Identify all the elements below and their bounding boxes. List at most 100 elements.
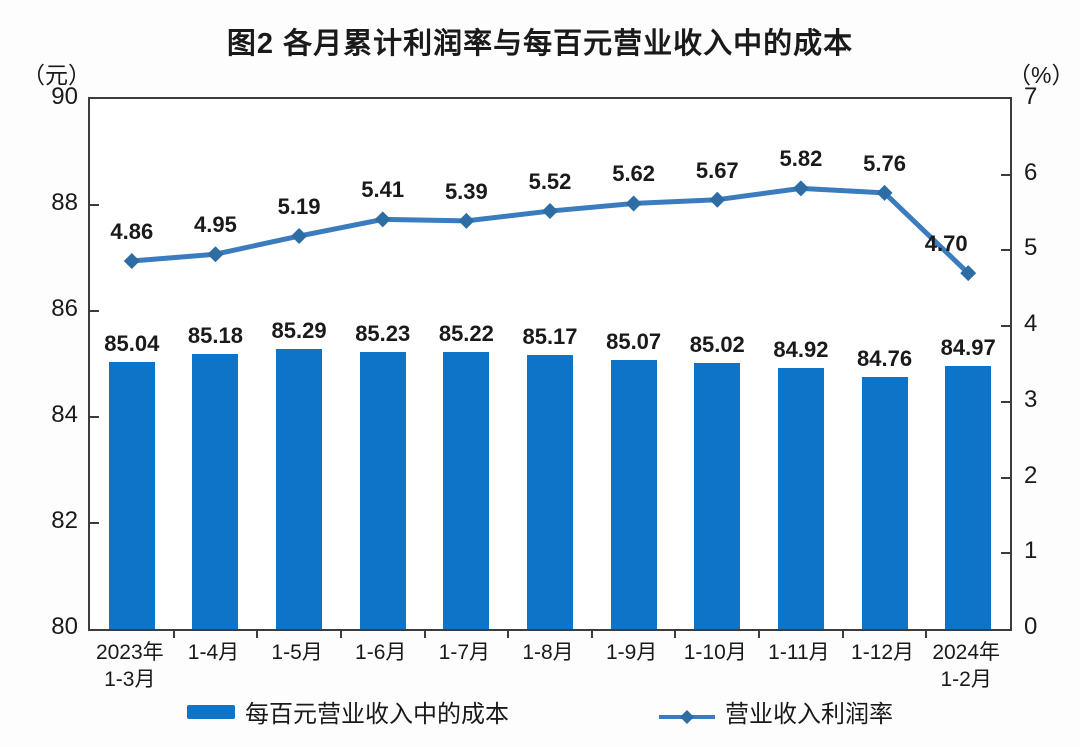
- right-axis-tickmark: [1001, 249, 1010, 252]
- line-value-label: 5.19: [277, 194, 321, 220]
- line-value-label: 5.67: [695, 157, 739, 183]
- x-axis-tickmark: [256, 629, 259, 638]
- bar-value-label: 84.97: [940, 334, 996, 360]
- line-marker-icon: [876, 184, 893, 201]
- bar: [276, 348, 323, 629]
- right-axis-tick-label: 5: [1024, 234, 1038, 262]
- bar: [945, 365, 992, 629]
- x-axis-category-label: 1-12月: [851, 641, 915, 664]
- x-axis-tickmark: [758, 629, 761, 638]
- right-axis-tick-label: 6: [1024, 158, 1038, 186]
- line-marker-icon: [625, 195, 642, 212]
- bar: [610, 360, 657, 629]
- bar-value-label: 84.76: [857, 345, 913, 371]
- bar: [527, 355, 573, 629]
- line-value-label: 5.39: [444, 178, 488, 204]
- x-axis-tickmark: [507, 629, 510, 638]
- bar-value-label: 85.17: [522, 323, 578, 349]
- left-axis-tick-label: 80: [51, 613, 78, 640]
- bar-value-label: 84.92: [773, 337, 829, 363]
- bar: [108, 361, 155, 629]
- bar-value-label: 85.22: [438, 321, 494, 347]
- line-marker-icon: [792, 180, 809, 197]
- bar-value-label: 85.23: [355, 320, 411, 346]
- line-marker-icon: [374, 211, 391, 228]
- bar: [443, 352, 490, 629]
- right-axis-tick-label: 1: [1024, 537, 1038, 565]
- line-value-label: 5.76: [863, 150, 906, 176]
- bar: [777, 368, 824, 629]
- line-value-label: 4.86: [110, 219, 154, 245]
- line-marker-icon: [709, 191, 726, 208]
- plot-area: 85.04 85.18 85.29 85.23 85.22 85.17 85.07 85.02…: [88, 97, 1012, 638]
- bar: [694, 362, 741, 629]
- left-axis-tick-label: 82: [51, 507, 78, 534]
- right-axis-tickmark: [1001, 552, 1010, 555]
- chart-title: 图2 各月累计利润率与每百元营业收入中的成本: [226, 28, 854, 60]
- x-axis-category-label: 1-10月: [683, 641, 747, 664]
- x-axis-tickmark: [172, 629, 175, 638]
- line-marker-icon: [207, 246, 224, 263]
- x-axis-category-label: 1-5月: [271, 641, 323, 664]
- legend-item-cost: 每百元营业收入中的成本: [187, 694, 509, 729]
- bar: [359, 351, 406, 629]
- x-axis-category-label: 1-9月: [605, 641, 658, 664]
- profit-rate-line: [123, 180, 977, 282]
- left-axis-tickmark: [90, 310, 99, 312]
- left-axis-tickmark: [90, 416, 99, 418]
- legend-item-profit: 营业收入利润率: [659, 694, 893, 729]
- x-axis-tickmark: [925, 629, 928, 638]
- right-axis-tick-label: 0: [1024, 613, 1038, 640]
- right-axis-tickmark: [1001, 400, 1010, 403]
- bar-value-label: 85.04: [104, 330, 160, 356]
- right-axis-tickmark: [1001, 476, 1010, 479]
- right-axis-tickmark: [1001, 173, 1010, 176]
- x-axis-tickmark: [674, 629, 677, 638]
- bar-value-label: 85.29: [271, 317, 327, 343]
- x-axis-category-label: 1-7月: [438, 641, 491, 664]
- left-axis-tick-label: 84: [51, 401, 78, 428]
- legend: 每百元营业收入中的成本 营业收入利润率: [0, 694, 1080, 729]
- bar-swatch-icon: [187, 704, 235, 719]
- line-value-label: 4.95: [194, 212, 237, 238]
- right-axis-tick-label: 2: [1024, 461, 1038, 489]
- line-value-label: 5.62: [612, 161, 656, 187]
- x-axis-category-label: 1-6月: [355, 641, 407, 664]
- right-axis-tickmark: [1001, 325, 1010, 328]
- legend-label-profit: 营业收入利润率: [725, 701, 893, 728]
- legend-label-cost: 每百元营业收入中的成本: [245, 701, 509, 728]
- line-value-label: 5.52: [528, 169, 572, 195]
- left-axis-tick-label: 86: [51, 295, 78, 322]
- x-axis-tickmark: [423, 629, 426, 638]
- line-value-label: 4.70: [924, 231, 968, 257]
- bar-value-label: 85.18: [187, 323, 243, 349]
- left-axis-unit: （元）: [22, 62, 91, 88]
- line-value-label: 5.41: [361, 177, 405, 203]
- x-axis-tickmark: [841, 629, 844, 638]
- right-axis-tick-label: 7: [1024, 83, 1038, 110]
- line-marker-icon: [960, 265, 977, 282]
- bar: [192, 354, 239, 629]
- line-swatch-icon: [659, 704, 715, 724]
- bar: [861, 376, 908, 629]
- x-axis-category-label: 2023年 1-3月: [95, 641, 164, 691]
- right-axis-unit: （%）: [1008, 62, 1075, 88]
- left-axis-tickmark: [90, 522, 99, 524]
- line-marker-icon: [458, 212, 475, 229]
- x-axis-category-label: 1-11月: [768, 641, 830, 664]
- x-axis-tickmark: [590, 629, 593, 638]
- left-axis-tick-label: 90: [51, 83, 78, 110]
- bar-value-label: 85.07: [606, 329, 662, 355]
- left-axis-tick-label: 88: [51, 189, 78, 216]
- left-axis-tickmark: [90, 204, 99, 206]
- x-axis-tickmark: [339, 629, 342, 638]
- x-axis-category-label: 1-8月: [522, 641, 574, 664]
- line-marker-icon: [123, 253, 140, 270]
- line-marker-icon: [291, 228, 308, 245]
- right-axis-tick-label: 4: [1024, 310, 1038, 338]
- x-axis-category-label: 1-4月: [187, 641, 240, 664]
- line-marker-icon: [542, 203, 558, 220]
- x-axis-category-label: 2024年 1-2月: [932, 641, 1001, 691]
- right-axis-tick-label: 3: [1024, 385, 1038, 413]
